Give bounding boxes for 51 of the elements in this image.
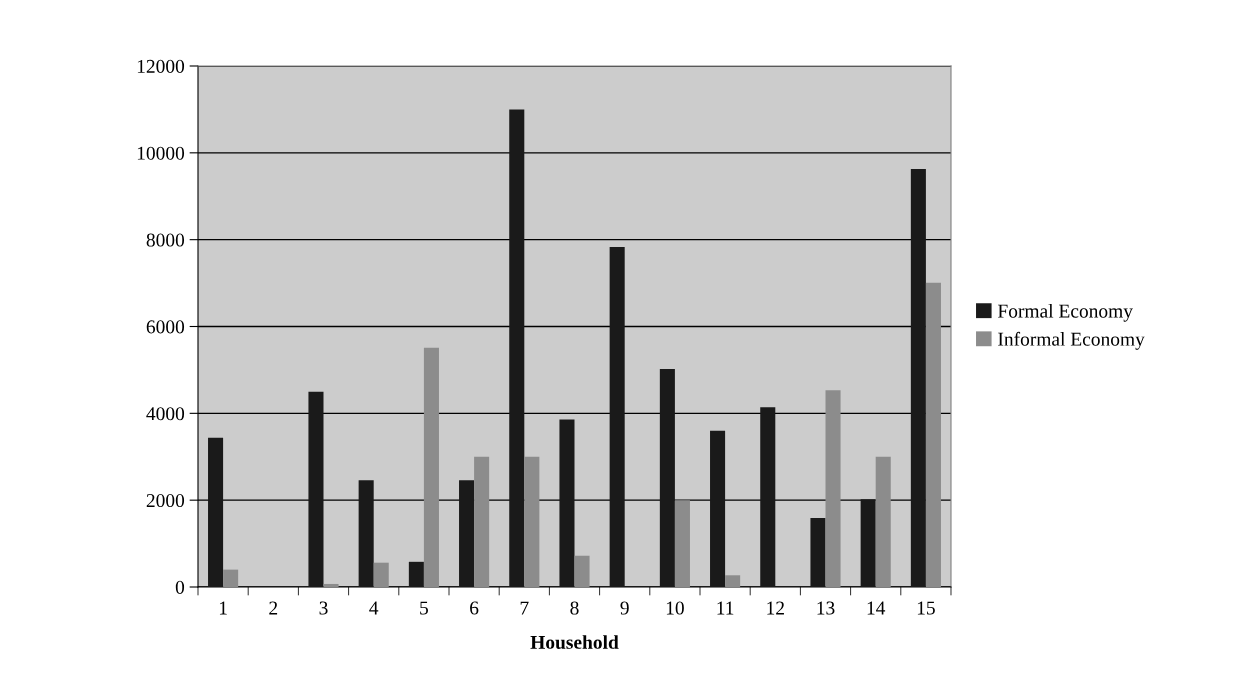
y-tick-label: 2000 xyxy=(146,493,185,508)
y-tick-label: 6000 xyxy=(146,320,185,334)
y-tick-label: 10000 xyxy=(137,146,185,160)
x-tick-label: 2 xyxy=(269,601,278,615)
x-tick-label: 11 xyxy=(717,601,734,615)
x-tick-label: 10 xyxy=(666,601,684,615)
bar xyxy=(609,247,625,587)
bar xyxy=(308,391,324,587)
bar xyxy=(474,456,490,587)
bar xyxy=(910,168,926,587)
bar xyxy=(358,480,374,587)
y-tick-label: 8000 xyxy=(146,233,185,247)
legend-label: Informal Economy xyxy=(998,331,1145,350)
x-tick-label: 1 xyxy=(219,601,227,615)
bar xyxy=(423,347,439,587)
y-tick-label: 12000 xyxy=(137,59,185,73)
x-tick-label: 4 xyxy=(369,601,379,615)
y-tick-label: 0 xyxy=(175,580,185,594)
x-tick-label: 6 xyxy=(470,601,479,615)
bar xyxy=(825,390,841,587)
bar xyxy=(559,419,575,587)
bar xyxy=(925,282,941,587)
bar xyxy=(408,561,424,587)
x-tick-label: 15 xyxy=(917,601,935,615)
bar xyxy=(725,575,741,587)
x-tick-label: 8 xyxy=(570,601,579,615)
bar xyxy=(459,480,475,587)
bar xyxy=(875,456,891,587)
x-tick-label: 13 xyxy=(817,601,835,615)
x-tick-label: 3 xyxy=(319,601,328,615)
x-tick-label: 9 xyxy=(620,601,629,615)
bar xyxy=(208,437,224,587)
bar xyxy=(574,555,590,587)
y-tick-label: 4000 xyxy=(146,407,185,421)
x-axis-title: Household xyxy=(530,635,619,649)
x-tick-label: 7 xyxy=(520,601,529,615)
bar xyxy=(223,569,239,587)
bar xyxy=(659,369,675,587)
bar xyxy=(760,407,776,587)
bar xyxy=(710,430,726,587)
bar xyxy=(524,456,540,587)
bar xyxy=(674,500,690,587)
legend-label: Formal Economy xyxy=(997,303,1133,322)
bar xyxy=(509,109,525,587)
x-tick-label: 14 xyxy=(867,601,886,615)
bar xyxy=(810,517,826,587)
bar xyxy=(860,499,876,587)
bar xyxy=(373,562,389,587)
bar xyxy=(323,583,339,587)
x-tick-label: 5 xyxy=(420,601,428,615)
x-tick-label: 12 xyxy=(767,601,784,615)
